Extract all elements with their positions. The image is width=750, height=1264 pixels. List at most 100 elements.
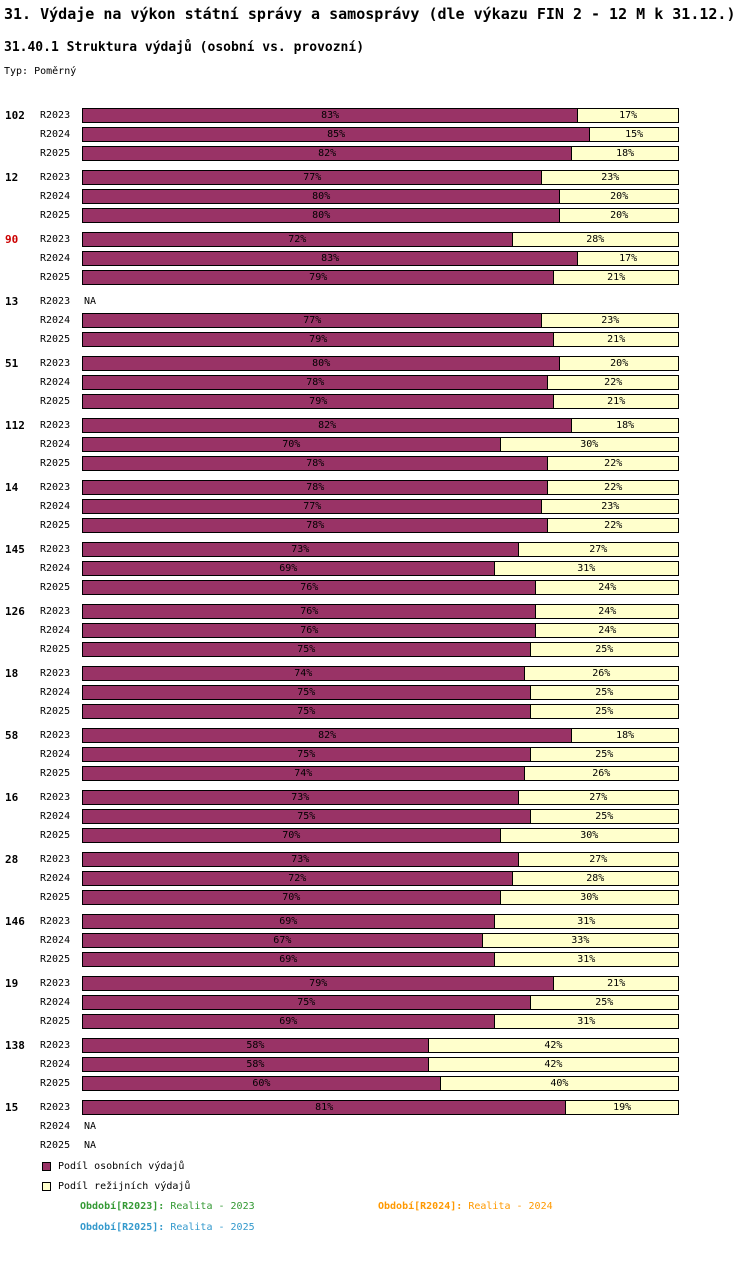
period-label: R2025	[40, 1016, 71, 1027]
bar-row: 138 R2023 58% 42%	[0, 1036, 750, 1055]
overhead-segment: 18%	[571, 146, 679, 161]
personal-segment: 76%	[82, 623, 537, 638]
bar-row: 126 R2023 76% 24%	[0, 602, 750, 621]
bar-row: R2025 79% 21%	[0, 330, 750, 349]
na-label: NA	[84, 1140, 97, 1151]
stacked-bar: 79% 21%	[82, 976, 680, 991]
footnote-r2023: Období[R2023]: Realita - 2023	[80, 1201, 255, 1212]
period-label: R2025	[40, 954, 71, 965]
stacked-bar: 70% 30%	[82, 890, 680, 905]
overhead-segment: 26%	[523, 666, 679, 681]
personal-segment: 75%	[82, 809, 531, 824]
bar-row: 15 R2023 81% 19%	[0, 1098, 750, 1117]
period-label: R2024	[40, 439, 71, 450]
personal-segment: 70%	[82, 828, 501, 843]
personal-segment: 69%	[82, 952, 495, 967]
personal-segment: 76%	[82, 604, 537, 619]
bar-row: 19 R2023 79% 21%	[0, 974, 750, 993]
bar-row: R2025 80% 20%	[0, 206, 750, 225]
overhead-segment: 21%	[553, 394, 679, 409]
bar-group: 12 R2023 77% 23% R2024 80% 20% R2025 80% 20%	[0, 168, 750, 225]
bar-row: R2024 58% 42%	[0, 1055, 750, 1074]
stacked-bar: 78% 22%	[82, 518, 680, 533]
personal-segment: 79%	[82, 976, 555, 991]
overhead-swatch-icon	[42, 1181, 51, 1191]
stacked-bar: 75% 25%	[82, 995, 680, 1010]
bar-group: 58 R2023 82% 18% R2024 75% 25% R2025 74% 26%	[0, 726, 750, 783]
period-label: R2025	[40, 272, 71, 283]
stacked-bar: 79% 21%	[82, 332, 680, 347]
footnote-r2025: Období[R2025]: Realita - 2025	[80, 1222, 255, 1233]
bar-row: R2024 67% 33%	[0, 931, 750, 950]
group-id-label: 146	[5, 915, 25, 928]
footnote-r2025-prefix: Období[R2025]:	[80, 1222, 165, 1233]
personal-segment: 82%	[82, 146, 573, 161]
type-label: Typ: Poměrný	[4, 66, 77, 77]
personal-segment: 75%	[82, 995, 531, 1010]
period-label: R2025	[40, 396, 71, 407]
period-label: R2025	[40, 582, 71, 593]
footnote-r2024-text: Realita - 2024	[468, 1201, 553, 1212]
period-label: R2023	[40, 296, 71, 307]
period-label: R2023	[40, 978, 71, 989]
stacked-bar: 58% 42%	[82, 1057, 680, 1072]
personal-segment: 73%	[82, 790, 519, 805]
bar-row: 58 R2023 82% 18%	[0, 726, 750, 745]
bar-row: R2025 69% 31%	[0, 950, 750, 969]
personal-segment: 79%	[82, 394, 555, 409]
stacked-bar: 69% 31%	[82, 1014, 680, 1029]
personal-segment: 72%	[82, 871, 513, 886]
stacked-bar: 70% 30%	[82, 437, 680, 452]
overhead-segment: 21%	[553, 270, 679, 285]
section-title: 31.40.1 Struktura výdajů (osobní vs. pro…	[4, 40, 365, 55]
bar-row: R2024 85% 15%	[0, 125, 750, 144]
bar-row: R2024 77% 23%	[0, 311, 750, 330]
overhead-segment: 23%	[541, 170, 679, 185]
stacked-bar: 75% 25%	[82, 747, 680, 762]
bar-group: 51 R2023 80% 20% R2024 78% 22% R2025 79% 21%	[0, 354, 750, 411]
legend-label-overhead: Podíl režijních výdajů	[58, 1180, 191, 1192]
personal-segment: 72%	[82, 232, 513, 247]
personal-segment: 83%	[82, 251, 579, 266]
footnote-r2023-prefix: Období[R2023]:	[80, 1201, 165, 1212]
bar-row: R2024 77% 23%	[0, 497, 750, 516]
period-label: R2024	[40, 1059, 71, 1070]
bar-group: 15 R2023 81% 19% R2024 NA R2025 NA	[0, 1098, 750, 1155]
period-label: R2023	[40, 358, 71, 369]
bar-group: 138 R2023 58% 42% R2024 58% 42% R2025 60% 40%	[0, 1036, 750, 1093]
stacked-bar: 82% 18%	[82, 146, 680, 161]
period-label: R2023	[40, 916, 71, 927]
group-id-label: 19	[5, 977, 19, 990]
overhead-segment: 28%	[511, 232, 679, 247]
bar-row: R2024 75% 25%	[0, 993, 750, 1012]
overhead-segment: 25%	[529, 995, 679, 1010]
na-label: NA	[84, 1121, 97, 1132]
personal-segment: 80%	[82, 208, 561, 223]
overhead-segment: 17%	[577, 251, 679, 266]
bar-row: R2025 NA	[0, 1136, 750, 1155]
stacked-bar: 69% 31%	[82, 952, 680, 967]
period-label: R2023	[40, 854, 71, 865]
period-label: R2023	[40, 1040, 71, 1051]
period-label: R2023	[40, 544, 71, 555]
period-label: R2023	[40, 110, 71, 121]
overhead-segment: 17%	[577, 108, 679, 123]
bar-row: R2024 78% 22%	[0, 373, 750, 392]
stacked-bar: 74% 26%	[82, 666, 680, 681]
stacked-bar: 58% 42%	[82, 1038, 680, 1053]
period-label: R2024	[40, 687, 71, 698]
bar-row: 16 R2023 73% 27%	[0, 788, 750, 807]
personal-segment: 77%	[82, 170, 543, 185]
overhead-segment: 15%	[589, 127, 679, 142]
overhead-segment: 31%	[493, 914, 679, 929]
overhead-segment: 40%	[439, 1076, 679, 1091]
personal-segment: 79%	[82, 270, 555, 285]
group-id-label: 138	[5, 1039, 25, 1052]
stacked-bar: 82% 18%	[82, 728, 680, 743]
stacked-bar: 75% 25%	[82, 704, 680, 719]
period-label: R2023	[40, 172, 71, 183]
period-label: R2025	[40, 1078, 71, 1089]
group-id-label: 16	[5, 791, 19, 804]
personal-segment: 58%	[82, 1057, 429, 1072]
chart-area: 102 R2023 83% 17% R2024 85% 15% R2025 82% 18% 12 R2…	[0, 106, 750, 1160]
